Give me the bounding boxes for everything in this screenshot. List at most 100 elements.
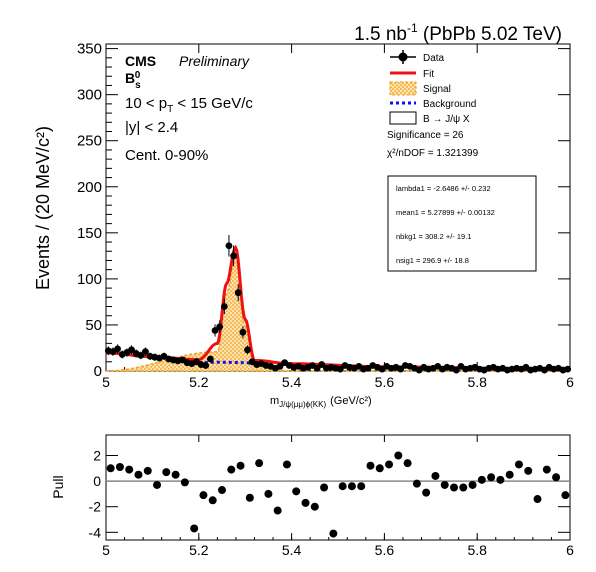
- svg-text:Background: Background: [423, 99, 476, 110]
- pull-point: [422, 488, 431, 497]
- pull-point: [199, 491, 208, 500]
- pull-point: [329, 529, 338, 538]
- data-point: [313, 364, 321, 372]
- pull-frame: [105, 434, 571, 541]
- pull-point: [357, 482, 366, 491]
- y-tick-label: 100: [77, 271, 102, 288]
- y-tick-label: 200: [77, 179, 102, 196]
- pull-point: [542, 465, 551, 474]
- data-point: [452, 366, 460, 374]
- pull-x-tick-label: 5.6: [375, 542, 395, 558]
- pull-point: [208, 496, 217, 505]
- y-tick-label: 150: [77, 225, 102, 242]
- rapidity-label: |y| < 2.4: [125, 119, 178, 136]
- data-point: [239, 326, 247, 339]
- pull-point: [264, 489, 273, 498]
- pull-point: [320, 483, 329, 492]
- data-point: [202, 362, 210, 369]
- pull-point: [153, 480, 162, 489]
- pull-point: [403, 459, 412, 468]
- pull-y-tick-label: -2: [89, 499, 102, 515]
- signal-area: [105, 255, 570, 372]
- data-point: [564, 365, 572, 373]
- background-line: [198, 360, 255, 365]
- pull-point: [431, 471, 440, 480]
- y-tick-label: 300: [77, 87, 102, 104]
- pull-point: [533, 495, 542, 504]
- pull-point: [450, 483, 458, 492]
- preliminary-label: Preliminary: [179, 53, 250, 69]
- fit-param-nbkg: nbkg1 = 308.2 +/- 19.1: [396, 232, 471, 241]
- pull-point: [106, 464, 115, 473]
- legend-item-background: Background: [390, 99, 476, 110]
- data-point: [137, 351, 145, 360]
- data-point: [142, 347, 149, 356]
- centrality-label: Cent. 0-90%: [125, 147, 208, 164]
- y-tick-label: 0: [94, 363, 102, 380]
- pull-point: [505, 470, 514, 479]
- y-tick-label: 250: [77, 133, 102, 150]
- fit-param-mean: mean1 = 5.27899 +/- 0.00132: [396, 208, 495, 217]
- pull-point: [338, 482, 347, 491]
- svg-text:Signal: Signal: [423, 84, 451, 95]
- pull-point: [394, 451, 403, 460]
- x-tick-label: 5.2: [189, 374, 209, 390]
- significance-label: Significance = 26: [387, 130, 464, 141]
- lumi-label: 1.5 nb-1 (PbPb 5.02 TeV): [354, 21, 562, 45]
- pull-point: [115, 463, 124, 472]
- pull-points: [106, 451, 570, 538]
- fit-param-nsig: nsig1 = 296.9 +/- 18.8: [396, 256, 469, 265]
- data-point: [211, 324, 219, 337]
- data-point: [220, 298, 228, 315]
- pull-point: [347, 482, 356, 491]
- pull-axes: 5 5.2 5.4 5.6 5.8 6 -4 -2 0 2: [89, 435, 574, 558]
- svg-text:Fit: Fit: [423, 69, 434, 80]
- data-point: [225, 234, 233, 257]
- legend-item-data: Data: [390, 50, 445, 64]
- svg-text:Data: Data: [423, 53, 445, 64]
- pull-point: [245, 493, 254, 502]
- data-point: [397, 365, 405, 373]
- x-tick-label: 6: [566, 374, 574, 390]
- y-tick-label: 350: [77, 41, 102, 58]
- pull-x-tick-label: 6: [566, 542, 574, 558]
- pt-label: 10 < pT < 15 GeV/c: [125, 95, 253, 115]
- pull-point: [292, 487, 301, 496]
- data-point: [128, 345, 135, 355]
- pull-point: [134, 470, 143, 479]
- legend-item-decay: B → J/ψ X: [389, 111, 470, 125]
- data-point: [276, 362, 284, 370]
- pull-point: [171, 470, 180, 479]
- pull-point: [375, 464, 384, 473]
- x-tick-label: 5.6: [375, 374, 395, 390]
- data-point: [248, 358, 256, 366]
- pull-point: [487, 473, 496, 482]
- x-axis-title: mJ/ψ(μμ)ϕ(KK) (GeV/c²): [270, 395, 372, 409]
- pull-point: [255, 459, 264, 468]
- pull-point: [310, 502, 319, 511]
- pull-point: [282, 460, 291, 469]
- particle-label: Bs0: [125, 70, 141, 91]
- pull-point: [385, 460, 394, 469]
- pull-point: [236, 461, 245, 470]
- cms-label: CMS: [125, 53, 156, 69]
- x-tick-label: 5.4: [282, 374, 302, 390]
- main-panel: 5 5.2 5.4 5.6 5.8 6 0 50 100 150 200 250 300 350: [77, 41, 574, 390]
- chi2-label: χ²/nDOF = 1.321399: [387, 148, 479, 159]
- pull-point: [524, 466, 533, 475]
- pull-point: [440, 480, 449, 489]
- pull-x-tick-label: 5: [102, 542, 110, 558]
- pull-axis-title: Pull: [50, 475, 66, 498]
- fit-param-lambda: lambda1 = -2.6486 +/- 0.232: [396, 184, 491, 193]
- svg-text:B → J/ψ X: B → J/ψ X: [423, 114, 470, 125]
- pull-point: [125, 465, 134, 474]
- pull-point: [227, 465, 236, 474]
- pull-point: [552, 473, 561, 482]
- pull-point: [273, 506, 282, 515]
- pull-point: [218, 486, 226, 495]
- pull-point: [477, 475, 486, 484]
- data-point: [234, 284, 242, 302]
- x-tick-label: 5.8: [467, 374, 487, 390]
- pull-point: [459, 483, 468, 492]
